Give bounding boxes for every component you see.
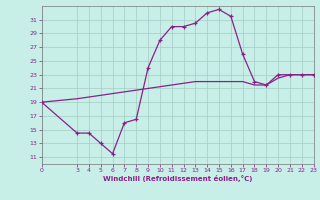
X-axis label: Windchill (Refroidissement éolien,°C): Windchill (Refroidissement éolien,°C) xyxy=(103,175,252,182)
